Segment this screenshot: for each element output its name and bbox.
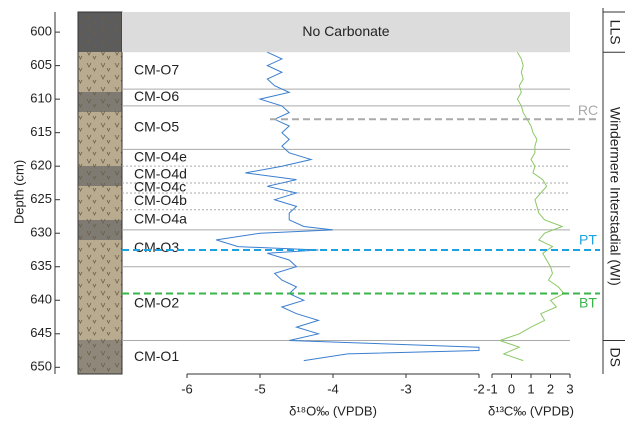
unit-label: LLS bbox=[607, 20, 623, 45]
no-carbonate-label: No Carbonate bbox=[302, 23, 389, 39]
y-tick-label: 625 bbox=[30, 191, 52, 206]
y-axis-title: Depth (cm) bbox=[11, 160, 26, 224]
y-tick-label: 605 bbox=[30, 57, 52, 72]
x-tick-label: 3 bbox=[566, 381, 573, 396]
isotope-line bbox=[498, 51, 565, 362]
x-tick-label: 2 bbox=[547, 381, 554, 396]
y-tick-label: 600 bbox=[30, 24, 52, 39]
zone-label: CM-O2 bbox=[134, 294, 179, 310]
x-axis-title: δ¹⁸O‰ (VPDB) bbox=[289, 403, 377, 418]
zone-label: CM-O4e bbox=[134, 149, 187, 165]
zone-label: CM-O4d bbox=[134, 165, 187, 181]
horizon-label: PT bbox=[579, 232, 597, 248]
no-carbonate-box bbox=[122, 12, 570, 53]
y-tick-label: 645 bbox=[30, 325, 52, 340]
isotope-line bbox=[216, 51, 480, 362]
zone-label: CM-O5 bbox=[134, 118, 179, 134]
horizon-label: BT bbox=[579, 294, 597, 310]
zone-label: CM-O3 bbox=[134, 239, 179, 255]
zone-label: CM-O6 bbox=[134, 88, 179, 104]
y-tick-label: 610 bbox=[30, 91, 52, 106]
core-log bbox=[77, 11, 123, 375]
x-tick-label: -6 bbox=[181, 381, 193, 396]
x-tick-label: -5 bbox=[254, 381, 266, 396]
x-axis-title: δ¹³C‰ (VPDB) bbox=[488, 403, 574, 418]
y-tick-label: 650 bbox=[30, 359, 52, 374]
zone-label: CM-O4b bbox=[134, 192, 187, 208]
zone-label: CM-O4a bbox=[134, 211, 187, 227]
unit-label: DS bbox=[607, 348, 623, 367]
horizon-label: RC bbox=[578, 102, 598, 118]
y-tick-label: 635 bbox=[30, 258, 52, 273]
x-tick-label: -1 bbox=[486, 381, 498, 396]
y-tick-label: 640 bbox=[30, 292, 52, 307]
y-tick-label: 620 bbox=[30, 158, 52, 173]
y-tick-label: 615 bbox=[30, 124, 52, 139]
zone-label: CM-O4c bbox=[134, 179, 186, 195]
y-tick-label: 630 bbox=[30, 225, 52, 240]
unit-label: Windermere Interstadial (WI) bbox=[607, 107, 623, 286]
zone-label: CM-O7 bbox=[134, 61, 179, 77]
zone-label: CM-O1 bbox=[134, 348, 179, 364]
x-tick-label: -4 bbox=[327, 381, 339, 396]
x-tick-label: -2 bbox=[473, 381, 485, 396]
x-tick-label: -3 bbox=[400, 381, 412, 396]
x-tick-label: 0 bbox=[508, 381, 515, 396]
x-tick-label: 1 bbox=[527, 381, 534, 396]
